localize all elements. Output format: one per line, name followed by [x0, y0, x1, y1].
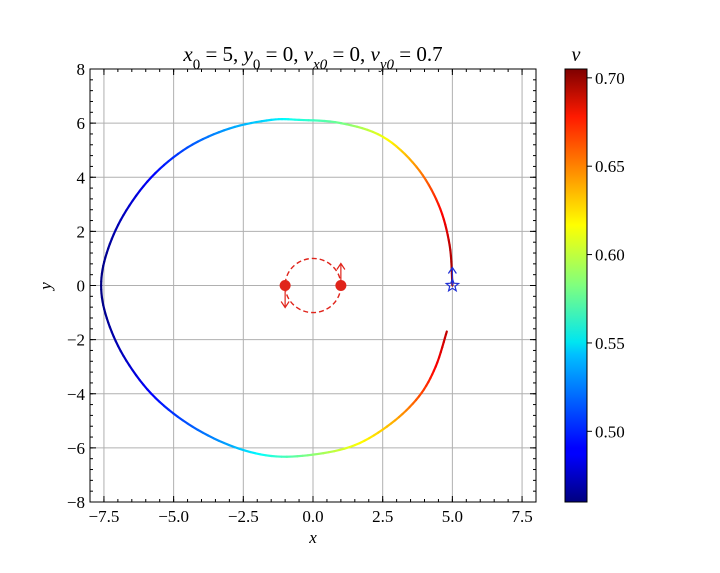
x-tick-label: 0.0: [302, 507, 323, 526]
y-tick-label: 0: [77, 277, 86, 296]
trajectory: [100, 118, 454, 458]
title-part: = 0,: [327, 42, 370, 66]
y-axis-label: y: [36, 282, 55, 292]
y-tick-label: 6: [77, 114, 86, 133]
chart-title: x0 = 5, y0 = 0, vx0 = 0, vy0 = 0.7: [182, 42, 442, 73]
x-tick-labels: −7.5 −5.0 −2.5 0.0 2.5 5.0 7.5: [89, 507, 533, 526]
colorbar-tick-label: 0.50: [595, 422, 625, 441]
colorbar: 0.50 0.55 0.60 0.65 0.70 v: [564, 44, 625, 503]
y-tick-labels: −8 −6 −4 −2 0 2 4 6 8: [67, 60, 86, 512]
plot-area: [89, 68, 537, 503]
colorbar-tick-label: 0.55: [595, 334, 625, 353]
central-bodies: [279, 257, 347, 314]
start-marker: [444, 266, 461, 293]
title-part: y0: [378, 57, 395, 73]
y-tick-label: −4: [67, 385, 86, 404]
title-part: 0: [193, 57, 201, 73]
title-part: x0: [312, 57, 328, 73]
title-part: 0: [253, 57, 261, 73]
y-tick-label: −6: [67, 439, 85, 458]
start-arrow-head: [447, 266, 457, 274]
title-part: v: [371, 42, 381, 66]
colorbar-label: v: [572, 44, 581, 66]
x-tick-label: 2.5: [372, 507, 393, 526]
title-part: = 5,: [200, 42, 243, 66]
colorbar-ticks: 0.50 0.55 0.60 0.65 0.70: [587, 69, 625, 441]
colorbar-gradient: [564, 68, 588, 503]
colorbar-tick-label: 0.60: [595, 246, 625, 265]
colorbar-tick-label: 0.70: [595, 69, 625, 88]
y-tick-label: −2: [67, 331, 85, 350]
title-part: = 0,: [260, 42, 303, 66]
start-star-icon: [444, 277, 461, 293]
x-axis-label: x: [308, 528, 317, 547]
grid: [90, 68, 536, 503]
trajectory-segment: [444, 330, 448, 336]
y-tick-label: 8: [77, 60, 86, 79]
title-part: y: [242, 42, 254, 66]
y-tick-label: 4: [77, 168, 86, 187]
title-part: v: [304, 42, 314, 66]
x-tick-label: 7.5: [511, 507, 532, 526]
x-tick-label: −7.5: [89, 507, 120, 526]
colorbar-tick-label: 0.65: [595, 157, 625, 176]
x-tick-label: 5.0: [442, 507, 463, 526]
x-tick-label: −2.5: [228, 507, 259, 526]
plot-frame: [89, 68, 537, 503]
y-tick-label: 2: [77, 222, 86, 241]
y-tick-label: −8: [67, 493, 85, 512]
title-part: x: [182, 42, 193, 66]
x-tick-label: −5.0: [158, 507, 189, 526]
title-part: = 0.7: [394, 42, 443, 66]
body-arrow-head: [336, 262, 346, 270]
body-arrow-head: [280, 301, 290, 309]
